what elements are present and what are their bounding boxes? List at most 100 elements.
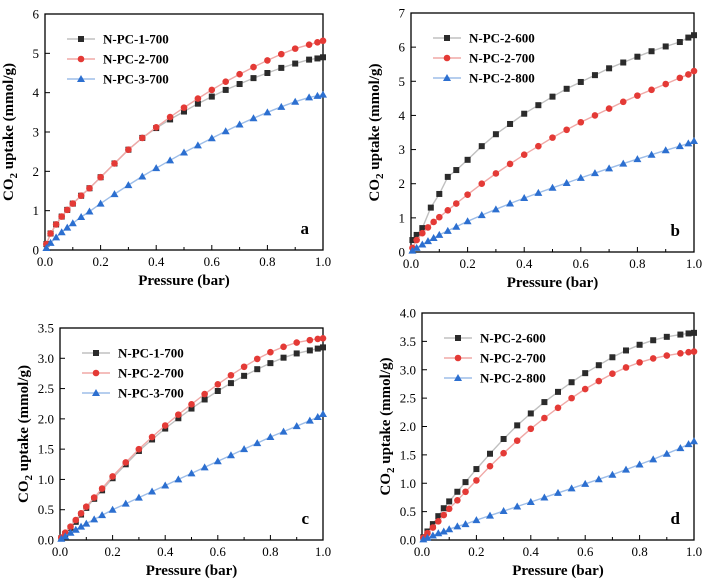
square-marker <box>444 35 450 41</box>
circle-marker <box>314 335 322 343</box>
legend-label: N-PC-2-700 <box>469 51 535 66</box>
y-tick-label: 1 <box>399 210 406 225</box>
triangle-marker <box>305 416 314 424</box>
circle-marker <box>605 105 613 112</box>
triangle-marker <box>291 97 300 105</box>
legend: N-PC-2-600 N-PC-2-700 N-PC-2-800 <box>433 31 535 86</box>
chart-panel-c: 0.0 0.2 0.4 0.6 0.8 1.0 0.0 0.5 1.0 1.5 2.0 2.5 3.0 3… <box>16 321 331 580</box>
panel-label: a <box>301 219 310 238</box>
x-tick-label: 0.2 <box>104 544 120 559</box>
triangle-marker <box>605 164 614 172</box>
circle-marker <box>135 445 143 453</box>
triangle-marker <box>576 173 585 181</box>
square-marker <box>595 362 602 369</box>
circle-marker <box>429 524 437 531</box>
x-axis-label: Pressure (bar) <box>138 273 230 289</box>
triangle-marker <box>526 497 535 505</box>
series-line <box>45 93 324 249</box>
square-marker <box>455 335 461 341</box>
circle-marker <box>253 355 261 363</box>
triangle-marker <box>690 437 698 445</box>
square-marker <box>320 344 326 351</box>
x-tick-label: 0.8 <box>259 254 275 269</box>
triangle-marker <box>540 493 549 501</box>
triangle-marker <box>463 217 472 225</box>
square-marker <box>413 231 420 238</box>
x-tick-label: 0.0 <box>52 544 68 559</box>
triangle-marker <box>263 108 272 116</box>
x-axis-label: Pressure (bar) <box>512 563 604 579</box>
legend-label: N-PC-2-800 <box>480 371 546 386</box>
circle-marker <box>92 369 100 377</box>
square-marker <box>591 72 598 79</box>
triangle-marker <box>319 410 327 418</box>
square-marker <box>208 93 215 100</box>
triangle-marker <box>506 199 515 207</box>
triangle-marker <box>187 469 196 477</box>
square-marker <box>280 354 287 361</box>
triangle-marker <box>554 488 562 496</box>
square-marker <box>487 450 493 457</box>
x-axis-label: Pressure (bar) <box>146 563 238 579</box>
triangle-marker <box>676 444 685 452</box>
square-marker <box>606 65 613 72</box>
legend: N-PC-1-700 N-PC-2-700 N-PC-3-700 <box>67 32 169 87</box>
x-tick-label: 0.6 <box>573 256 590 271</box>
triangle-marker <box>63 223 72 231</box>
square-marker <box>175 415 182 422</box>
legend-label: N-PC-2-800 <box>469 71 535 86</box>
legend-label: N-PC-2-700 <box>103 52 169 67</box>
square-marker <box>267 360 274 367</box>
circle-marker <box>690 67 698 75</box>
triangle-marker <box>454 374 462 381</box>
square-marker <box>236 81 243 88</box>
triangle-marker <box>534 188 543 196</box>
triangle-marker <box>661 146 670 154</box>
square-marker <box>568 379 575 386</box>
square-marker <box>555 388 561 395</box>
circle-marker <box>109 473 116 480</box>
square-marker <box>563 85 570 92</box>
circle-marker <box>267 348 274 356</box>
y-tick-label: 0 <box>33 243 40 258</box>
circle-marker <box>180 104 188 111</box>
circle-marker <box>454 496 461 504</box>
y-tick-label: 1.5 <box>400 447 416 462</box>
triangle-marker <box>622 465 630 473</box>
circle-marker <box>677 349 684 357</box>
circle-marker <box>554 404 562 412</box>
circle-marker <box>513 437 521 444</box>
triangle-marker <box>68 219 77 227</box>
square-marker <box>293 350 300 357</box>
circle-marker <box>139 134 146 142</box>
triangle-marker <box>221 127 230 135</box>
circle-marker <box>69 200 77 207</box>
y-tick-label: 2 <box>399 176 406 191</box>
circle-marker <box>278 50 285 58</box>
x-tick-label: 0.4 <box>523 544 540 559</box>
square-marker <box>464 156 471 163</box>
x-tick-label: 0.2 <box>459 256 475 271</box>
circle-marker <box>430 218 437 226</box>
triangle-marker <box>513 502 522 510</box>
y-tick-label: 1.0 <box>400 476 416 491</box>
triangle-marker <box>439 527 448 535</box>
circle-marker <box>419 229 426 237</box>
circle-marker <box>527 425 535 433</box>
x-tick-label: 0.0 <box>414 544 430 559</box>
square-marker <box>577 78 584 85</box>
plot-frame <box>44 13 324 251</box>
circle-marker <box>148 433 156 441</box>
y-tick-label: 3.5 <box>38 321 54 336</box>
square-marker <box>691 329 697 336</box>
square-marker <box>662 43 669 50</box>
y-tick-label: 6 <box>33 7 40 22</box>
triangle-marker <box>57 228 66 236</box>
circle-marker <box>222 78 229 85</box>
x-tick-label: 0.6 <box>210 544 227 559</box>
y-tick-label: 3 <box>33 125 40 140</box>
circle-marker <box>77 510 85 517</box>
triangle-marker <box>174 475 183 483</box>
chart-panel-a: 0.0 0.2 0.4 0.6 0.8 1.0 0 1 2 3 4 5 6 Pressure (bar) C… <box>1 7 331 290</box>
square-marker <box>663 333 670 340</box>
